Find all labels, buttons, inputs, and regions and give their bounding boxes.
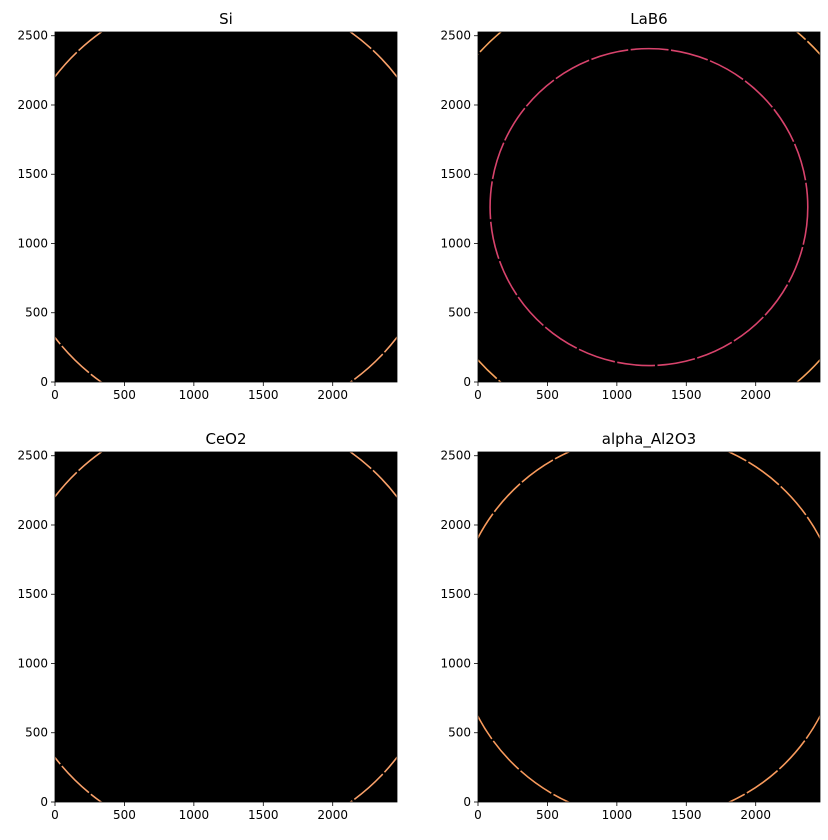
y-tick-label: 1000 [17,656,48,670]
subplot-4: alpha_Al2O3 0 500 1000 1500 2000 0 500 1000 1500 2… [440,430,821,822]
diffraction-ring-1 [489,47,809,367]
y-tick-label: 500 [25,726,48,740]
y-tick-label: 2500 [17,449,48,463]
y-tick-label: 2500 [440,449,471,463]
x-tick-label: 0 [474,388,482,402]
axes-frame [477,451,821,803]
subplot-2: LaB6 0 500 1000 1500 2000 0 500 1000 1500 2000 2500 [440,10,821,402]
y-tick-label: 2000 [17,518,48,532]
y-tick-label: 1000 [17,236,48,250]
subplot-title: Si [219,10,233,28]
image-background [55,452,397,802]
y-tick-label: 1000 [440,236,471,250]
y-tick-label: 0 [463,375,471,389]
y-tick-label: 500 [448,306,471,320]
y-tick-label: 2000 [17,98,48,112]
x-tick-label: 1000 [179,808,210,822]
x-tick-label: 2000 [317,808,348,822]
y-tick-label: 2000 [440,518,471,532]
y-tick-label: 1000 [440,656,471,670]
y-tick-label: 2500 [440,29,471,43]
x-tick-label: 1000 [602,388,633,402]
y-tick-label: 500 [448,726,471,740]
y-tick-label: 0 [463,795,471,809]
x-tick-label: 1500 [671,388,702,402]
subplot-title: alpha_Al2O3 [602,430,696,449]
y-tick-label: 1500 [17,167,48,181]
y-tick-label: 2500 [17,29,48,43]
image-background [478,452,820,802]
subplot-title: CeO2 [205,430,246,448]
x-tick-label: 500 [536,388,559,402]
y-tick-label: 1500 [440,167,471,181]
x-tick-label: 500 [536,808,559,822]
axes-frame [477,31,821,383]
subplot-title: LaB6 [630,10,667,28]
subplot-3: CeO2 0 500 1000 1500 2000 0 500 1000 1500 2000 2500 [17,430,398,822]
x-tick-label: 1000 [602,808,633,822]
x-tick-label: 500 [113,388,136,402]
x-tick-label: 0 [51,388,59,402]
x-tick-label: 1500 [671,808,702,822]
axes-frame [54,31,398,383]
y-tick-label: 0 [40,795,48,809]
x-tick-label: 0 [51,808,59,822]
axes-frame [54,451,398,803]
y-tick-label: 500 [25,306,48,320]
y-tick-label: 0 [40,375,48,389]
x-tick-label: 1000 [179,388,210,402]
x-tick-label: 1500 [248,388,279,402]
image-background [478,32,820,382]
x-tick-label: 1500 [248,808,279,822]
x-tick-label: 2000 [317,388,348,402]
y-tick-label: 1500 [440,587,471,601]
image-background [55,32,397,382]
x-tick-label: 2000 [740,808,771,822]
x-tick-label: 0 [474,808,482,822]
y-tick-label: 1500 [17,587,48,601]
x-tick-label: 2000 [740,388,771,402]
subplot-1: Si 0 500 1000 1500 2000 0 500 1000 1500 2000 2500 [17,10,398,402]
x-tick-label: 500 [113,808,136,822]
y-tick-label: 2000 [440,98,471,112]
